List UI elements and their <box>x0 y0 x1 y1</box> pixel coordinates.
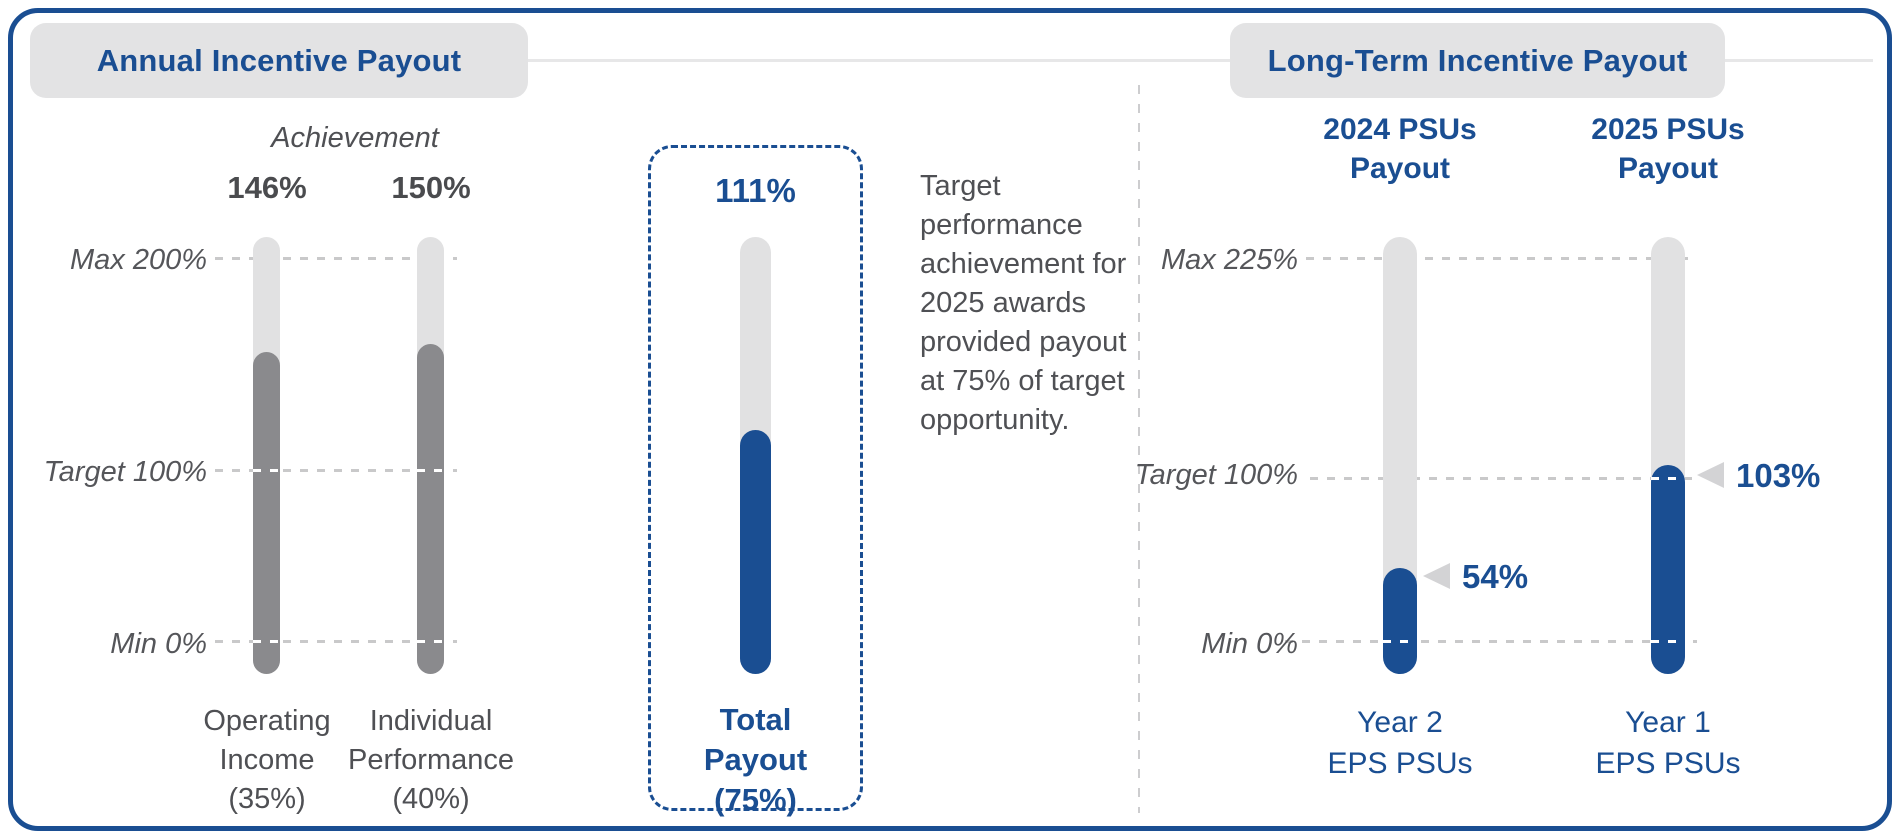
annual-payout-note: Target performance achievement for 2025 … <box>920 170 1127 436</box>
category-line: (75%) <box>714 782 797 817</box>
long-term-incentive-header-pill: Long-Term Incentive Payout <box>1230 23 1725 98</box>
gridline-overlay <box>1651 477 1685 480</box>
total-payout-bar-fill <box>740 430 771 674</box>
longterm-target-gridline <box>1310 477 1692 480</box>
annual-axis-target-label: Target 100% <box>43 456 207 488</box>
achievement-label: Achievement <box>271 122 439 154</box>
total-payout-value: 111% <box>715 172 796 209</box>
gridline-overlay <box>417 640 444 643</box>
longterm-min-gridline <box>1285 640 1697 643</box>
longterm-axis-min-label: Min 0% <box>1201 628 1298 660</box>
longterm-max-gridline <box>1306 257 1692 260</box>
column-header-line: 2025 PSUs <box>1591 113 1745 146</box>
individual-performance-bar-fill <box>417 344 444 674</box>
psu-2024-bar-fill <box>1383 568 1417 674</box>
category-line: Year 2 <box>1357 706 1443 739</box>
category-line: Year 1 <box>1625 706 1711 739</box>
category-line: Income <box>219 744 315 776</box>
longterm-axis-max-label: Max 225% <box>1160 244 1298 276</box>
year-1-eps-psus-category-label: Year 1 EPS PSUs <box>1568 702 1768 784</box>
longterm-axis-target-label: Target 100% <box>1134 459 1298 491</box>
column-header-line: Payout <box>1349 152 1451 185</box>
gridline-overlay <box>253 469 280 472</box>
long-term-incentive-title: Long-Term Incentive Payout <box>1267 42 1688 78</box>
psu-2024-marker-triangle-icon <box>1423 563 1450 589</box>
category-line: Operating <box>203 705 331 737</box>
annual-axis-min-label: Min 0% <box>110 628 207 660</box>
gridline-overlay <box>253 640 280 643</box>
gridline-overlay <box>1383 640 1417 643</box>
psu-2025-column-header: 2025 PSUs Payout <box>1558 110 1778 188</box>
annual-axis-max-label: Max 200% <box>69 244 207 276</box>
annual-incentive-header-pill: Annual Incentive Payout <box>30 23 528 98</box>
annual-incentive-title: Annual Incentive Payout <box>96 42 462 78</box>
operating-income-bar-fill <box>253 352 280 674</box>
psu-2025-payout-value: 103% <box>1736 457 1821 494</box>
individual-performance-achievement-value: 150% <box>391 170 471 205</box>
category-line: Total <box>719 702 792 737</box>
column-header-line: 2024 PSUs <box>1323 113 1477 146</box>
category-line: EPS PSUs <box>1595 747 1741 780</box>
category-line: (35%) <box>228 783 306 815</box>
column-header-line: Payout <box>1617 152 1719 185</box>
outer-border <box>8 8 1892 831</box>
annual-target-gridline <box>215 469 457 472</box>
individual-performance-category-label: Individual Performance (40%) <box>331 702 531 819</box>
category-line: EPS PSUs <box>1327 747 1473 780</box>
operating-income-achievement-value: 146% <box>227 170 307 205</box>
annual-max-gridline <box>215 257 457 260</box>
category-line: Individual <box>369 705 493 737</box>
psu-2025-bar-fill <box>1651 465 1685 674</box>
total-payout-category-label: Total Payout (75%) <box>648 700 863 820</box>
year-2-eps-psus-category-label: Year 2 EPS PSUs <box>1300 702 1500 784</box>
category-line: (40%) <box>392 783 470 815</box>
gridline-overlay <box>1651 640 1685 643</box>
gridline-overlay <box>417 469 444 472</box>
category-line: Performance <box>347 744 514 776</box>
header-connector-line <box>528 59 1873 62</box>
psu-2024-payout-value: 54% <box>1462 558 1529 595</box>
total-payout-highlight-box <box>648 145 863 811</box>
operating-income-category-label: Operating Income (35%) <box>167 702 367 819</box>
category-line: Payout <box>703 742 808 777</box>
annual-min-gridline <box>215 640 457 643</box>
panel-divider-dashed-line <box>1138 85 1140 813</box>
psu-2024-column-header: 2024 PSUs Payout <box>1290 110 1510 188</box>
psu-2025-marker-triangle-icon <box>1697 462 1724 488</box>
